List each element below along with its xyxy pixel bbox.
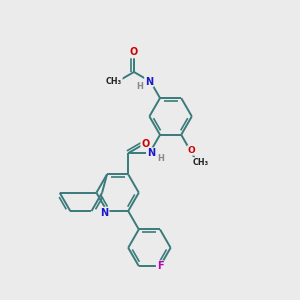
Text: O: O <box>130 47 138 58</box>
Text: H: H <box>157 154 164 163</box>
Text: O: O <box>141 139 149 149</box>
Text: N: N <box>145 76 153 86</box>
Text: N: N <box>100 208 109 218</box>
Text: CH₃: CH₃ <box>193 158 209 167</box>
Text: F: F <box>157 261 163 271</box>
Text: CH₃: CH₃ <box>106 76 122 85</box>
Text: O: O <box>188 146 196 155</box>
Text: H: H <box>136 82 143 91</box>
Text: N: N <box>147 148 155 158</box>
